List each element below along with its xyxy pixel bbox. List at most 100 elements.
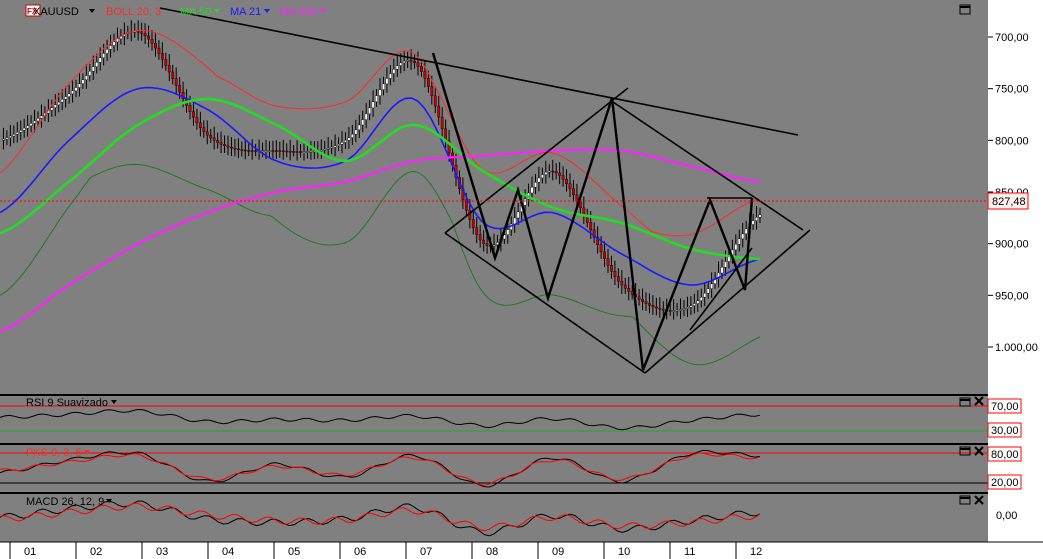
candle-body xyxy=(240,149,244,151)
candle-body xyxy=(29,123,33,127)
candle-body xyxy=(209,134,213,139)
candle-body xyxy=(354,129,358,135)
candle-body xyxy=(537,177,541,183)
candle-body xyxy=(554,171,558,174)
time-tick-label: 01 xyxy=(24,546,36,558)
candle-body xyxy=(295,151,299,153)
candle-body xyxy=(350,133,354,138)
candle-body xyxy=(243,149,247,152)
candle-body xyxy=(78,83,81,88)
candle-body xyxy=(496,242,499,245)
candle-body xyxy=(171,71,175,79)
candle-body xyxy=(385,78,389,85)
candle-body xyxy=(160,53,164,60)
macd-zero-label: 0,00 xyxy=(996,510,1017,522)
candle-body xyxy=(140,31,144,34)
main-legend[interactable]: FX XAUUSD BOLL 20, 3 MA 50 MA 21 MA 200 xyxy=(25,4,326,18)
rsi-title[interactable]: RSI 9 Suavizado xyxy=(26,397,108,409)
candle-body xyxy=(53,104,57,108)
candle-body xyxy=(440,116,444,129)
candle-body xyxy=(8,135,12,138)
macd-line xyxy=(0,500,761,537)
candle-body xyxy=(734,244,738,251)
candle-body xyxy=(84,75,88,80)
candle-body xyxy=(530,187,534,194)
candle-body xyxy=(340,142,344,145)
close-icon[interactable] xyxy=(974,495,984,505)
candle-body xyxy=(264,150,268,152)
chevron-down-icon xyxy=(106,499,112,503)
rsi-level-tags: 70,00 30,00 xyxy=(987,398,1022,438)
candle-body xyxy=(544,171,548,175)
maximize-icon[interactable] xyxy=(959,4,971,15)
macd-plot-area[interactable] xyxy=(0,494,988,542)
candle-body xyxy=(540,174,544,179)
maximize-icon[interactable] xyxy=(959,446,971,456)
close-icon[interactable] xyxy=(974,446,984,456)
candle-body xyxy=(333,145,337,148)
diamond-lower-left xyxy=(444,232,646,374)
candle-body xyxy=(157,47,161,54)
candle-body xyxy=(644,301,648,304)
pks-title[interactable]: PKS 9, 3, 5 xyxy=(26,447,82,459)
symbol-label: XAUUSD xyxy=(33,6,79,18)
pks-k-line xyxy=(0,449,761,488)
candle-body xyxy=(406,60,410,62)
current-price-label: 827,48 xyxy=(992,196,1026,208)
rsi-plot-area[interactable] xyxy=(0,396,988,443)
candle-body xyxy=(216,140,220,143)
chevron-down-icon xyxy=(111,400,117,404)
maximize-icon[interactable] xyxy=(959,495,971,505)
time-tick-label: 05 xyxy=(288,546,300,558)
pks-d-line xyxy=(0,452,761,486)
maximize-icon[interactable] xyxy=(959,397,971,407)
candle-body xyxy=(347,137,351,141)
candle-body xyxy=(288,150,292,153)
candle-body xyxy=(648,303,651,306)
candle-body xyxy=(95,62,99,67)
close-icon[interactable] xyxy=(974,396,984,406)
candle-body xyxy=(682,308,686,310)
candle-body xyxy=(620,280,624,286)
candle-body xyxy=(26,125,30,129)
candle-body xyxy=(236,148,240,151)
candle-body xyxy=(433,95,437,107)
candle-body xyxy=(568,183,572,190)
candle-body xyxy=(88,70,92,76)
time-tick-label: 12 xyxy=(750,546,762,558)
candle-body xyxy=(744,228,748,234)
candle-body xyxy=(344,140,347,143)
main-plot-area[interactable] xyxy=(0,0,988,394)
candle-body xyxy=(506,229,510,235)
candle-body xyxy=(74,87,78,92)
candle-body xyxy=(430,86,434,97)
candle-body xyxy=(205,131,209,136)
candle-body xyxy=(323,148,327,151)
candle-body xyxy=(513,217,517,225)
candle-body xyxy=(475,227,479,235)
pks-level-tags: 80,00 20,00 xyxy=(987,446,1022,490)
candle-body xyxy=(558,172,562,176)
candle-body xyxy=(36,118,40,122)
candle-body xyxy=(188,105,192,112)
rsi-lines xyxy=(0,408,761,431)
candle-body xyxy=(706,288,710,294)
candle-body xyxy=(226,145,230,148)
candle-body xyxy=(717,272,720,279)
diamond-lower-right xyxy=(644,229,811,374)
candle-body xyxy=(150,39,154,44)
candle-body xyxy=(651,305,655,308)
candle-body xyxy=(98,57,102,63)
indicator-lines xyxy=(0,29,761,366)
candle-body xyxy=(426,78,430,87)
candle-body xyxy=(603,251,606,259)
candle-body xyxy=(689,305,693,308)
macd-lines xyxy=(0,500,761,537)
candle-body xyxy=(33,120,36,124)
candle-body xyxy=(309,151,313,153)
candle-body xyxy=(67,93,71,97)
ma50-legend: MA 50 xyxy=(180,6,211,18)
candle-body xyxy=(247,150,251,152)
macd-title[interactable]: MACD 26, 12, 9 xyxy=(26,496,104,508)
candle-body xyxy=(623,284,627,289)
